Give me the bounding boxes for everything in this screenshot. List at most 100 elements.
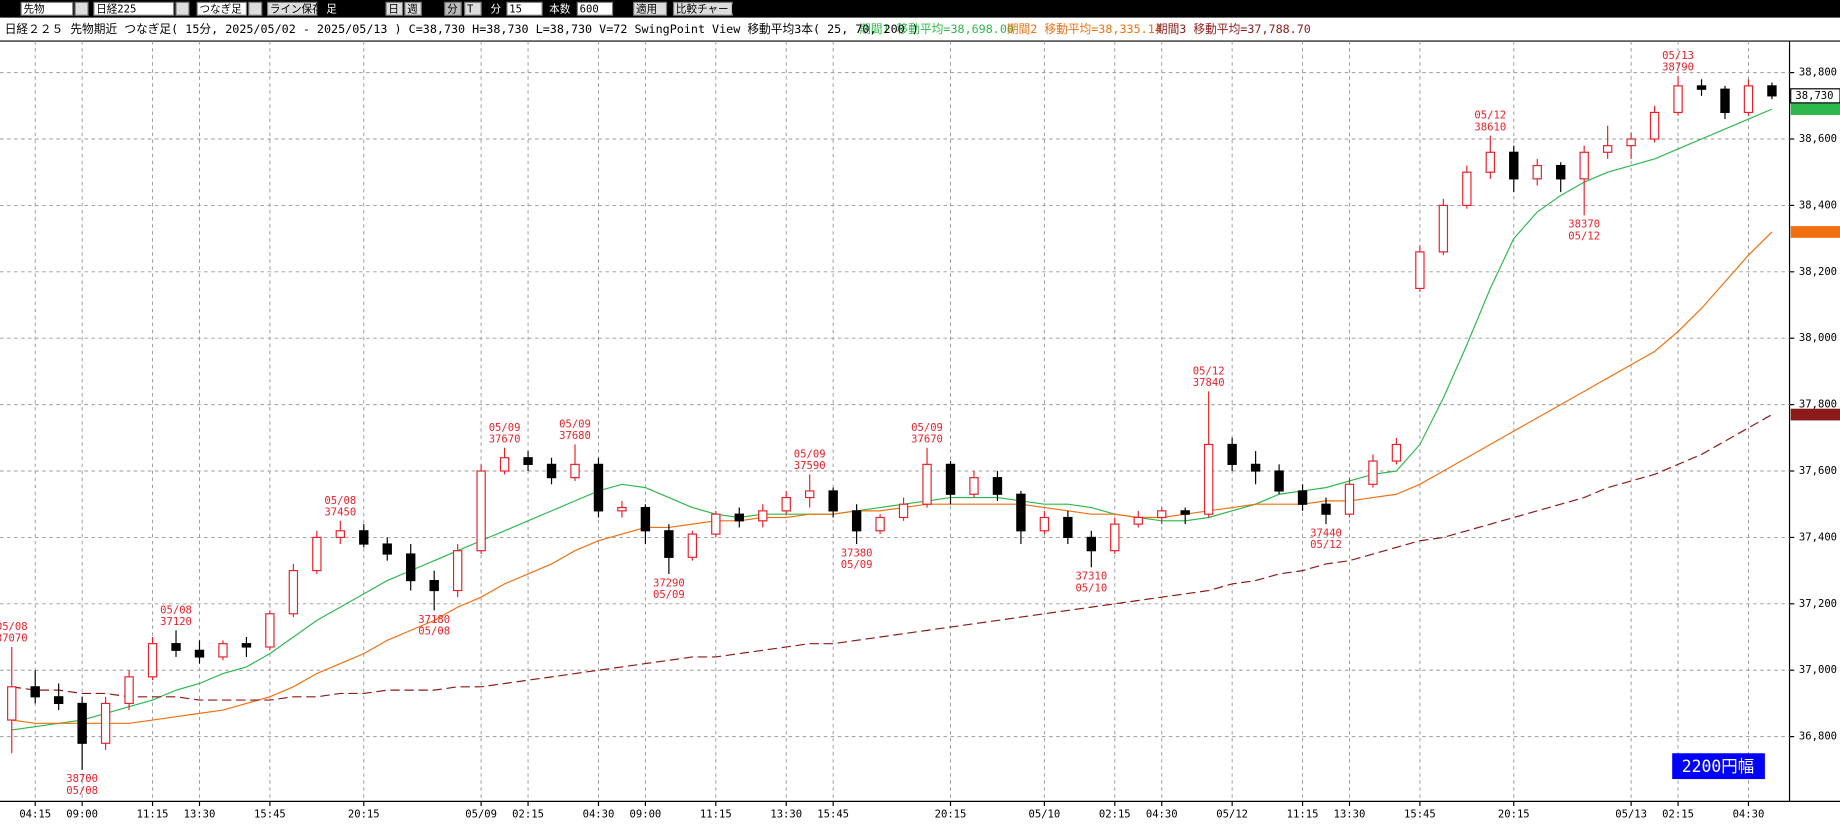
candle-body — [1720, 88, 1730, 114]
candle-body — [640, 506, 651, 532]
swing-price: 38790 — [1662, 62, 1694, 74]
candle-body — [711, 513, 721, 535]
x-tick-label: 20:15 — [935, 808, 967, 820]
y-tick-label: 37,400 — [1799, 531, 1837, 543]
candle-body — [359, 530, 369, 545]
toolbar-label: 足 — [326, 3, 337, 15]
candle-body — [7, 686, 17, 721]
toolbar-control[interactable] — [672, 1, 733, 16]
ma-last-box — [1790, 103, 1840, 115]
toolbar-control[interactable] — [444, 1, 462, 16]
candle-body — [476, 470, 486, 552]
swing-date: 05/08 — [0, 621, 28, 633]
y-tick-label: 38,800 — [1799, 67, 1837, 79]
legend-entry: 期間3 移動平均=37,788.70 — [1156, 22, 1311, 36]
x-tick-label: 02:15 — [1662, 808, 1694, 820]
x-tick-label: 15:45 — [1404, 808, 1436, 820]
toolbar-text[interactable]: 日 — [388, 3, 399, 15]
candle-body — [1274, 470, 1284, 492]
candle-body — [30, 686, 40, 698]
candle-body — [1415, 251, 1425, 289]
x-tick-label: 02:15 — [1099, 808, 1131, 820]
toolbar-text[interactable]: 日経225 — [96, 2, 136, 15]
candle-body — [734, 513, 744, 522]
x-tick-label: 05/09 — [465, 808, 497, 820]
toolbar-text[interactable]: 分 — [447, 3, 458, 15]
x-tick-label: 20:15 — [1498, 808, 1530, 820]
swing-date: 05/09 — [841, 559, 873, 571]
toolbar-text[interactable]: ライン保存 — [270, 2, 323, 15]
toolbar-text[interactable]: 適用 — [636, 2, 657, 15]
y-tick-label: 37,800 — [1799, 399, 1837, 411]
toolbar-control[interactable] — [196, 1, 248, 16]
ma-last-box — [1790, 408, 1840, 421]
swing-date: 05/09 — [559, 419, 591, 431]
swing-price: 37440 — [1310, 528, 1342, 540]
y-tick-label: 37,000 — [1799, 664, 1837, 676]
ma-line — [11, 414, 1773, 701]
toolbar-control[interactable] — [385, 1, 404, 16]
x-tick-label: 13:30 — [770, 808, 802, 820]
candle-body — [1532, 164, 1542, 180]
candle-body — [218, 643, 228, 658]
toolbar-control[interactable] — [633, 1, 668, 16]
swing-date: 05/10 — [1075, 582, 1107, 594]
toolbar-text[interactable]: T — [467, 3, 474, 15]
toolbar-text[interactable]: 比較チャート — [676, 2, 739, 15]
toolbar-control[interactable] — [266, 1, 318, 16]
candle-body — [1626, 138, 1636, 147]
dropdown-arrow[interactable] — [175, 1, 190, 16]
x-tick-label: 09:00 — [630, 808, 662, 820]
candle-body — [452, 550, 463, 592]
toolbar-text[interactable]: 15 — [509, 3, 522, 15]
y-tick-label: 38,000 — [1799, 332, 1837, 344]
toolbar-text[interactable]: つなぎ足 — [199, 2, 242, 15]
y-tick-label: 38,400 — [1799, 199, 1837, 211]
swing-date: 05/09 — [794, 448, 826, 460]
swing-date: 05/09 — [489, 422, 521, 434]
candle-body — [1696, 85, 1707, 90]
candle-body — [1086, 536, 1097, 552]
x-tick-label: 02:15 — [512, 808, 544, 820]
candle-body — [1509, 151, 1519, 180]
swing-price: 37180 — [418, 614, 450, 626]
candle-body — [312, 536, 322, 572]
swing-price: 37590 — [794, 460, 826, 472]
toolbar-control[interactable] — [576, 1, 614, 16]
candle-body — [1321, 503, 1331, 515]
legend-entry: 期間2 移動平均=38,335.14 — [1007, 22, 1162, 36]
candle-body — [593, 463, 604, 512]
toolbar-control[interactable] — [20, 1, 74, 16]
dropdown-arrow[interactable] — [248, 1, 263, 16]
swing-date: 05/12 — [1310, 539, 1342, 551]
ma-last-box — [1790, 226, 1840, 238]
last-price-box — [1790, 88, 1840, 104]
toolbar-control[interactable] — [93, 1, 175, 16]
candle-body — [945, 463, 956, 495]
x-tick-label: 04:15 — [19, 808, 51, 820]
candle-body — [828, 490, 838, 512]
toolbar-text[interactable]: 600 — [580, 3, 599, 15]
candle-body — [265, 613, 275, 648]
dropdown-arrow[interactable] — [74, 1, 89, 16]
candle-body — [898, 503, 909, 519]
x-tick-label: 13:30 — [184, 808, 216, 820]
y-tick-label: 37,600 — [1799, 465, 1837, 477]
candle-body — [335, 530, 346, 539]
toolbar-text[interactable]: 週 — [407, 3, 418, 15]
swing-price: 37070 — [0, 633, 28, 645]
candle-body — [124, 676, 134, 705]
toolbar-text[interactable]: 先物 — [23, 2, 45, 15]
toolbar-control[interactable] — [506, 1, 543, 16]
candle-body — [1767, 85, 1777, 97]
swing-price: 37120 — [160, 616, 192, 628]
candle-body — [1368, 460, 1378, 485]
toolbar-control[interactable] — [404, 1, 422, 16]
candle-body — [969, 477, 979, 495]
candle-body — [546, 463, 557, 479]
candle-body — [1203, 443, 1214, 515]
swing-date: 05/12 — [1568, 230, 1600, 242]
candle-body — [171, 643, 181, 651]
toolbar-control[interactable] — [464, 1, 482, 16]
candle-body — [1462, 171, 1472, 206]
